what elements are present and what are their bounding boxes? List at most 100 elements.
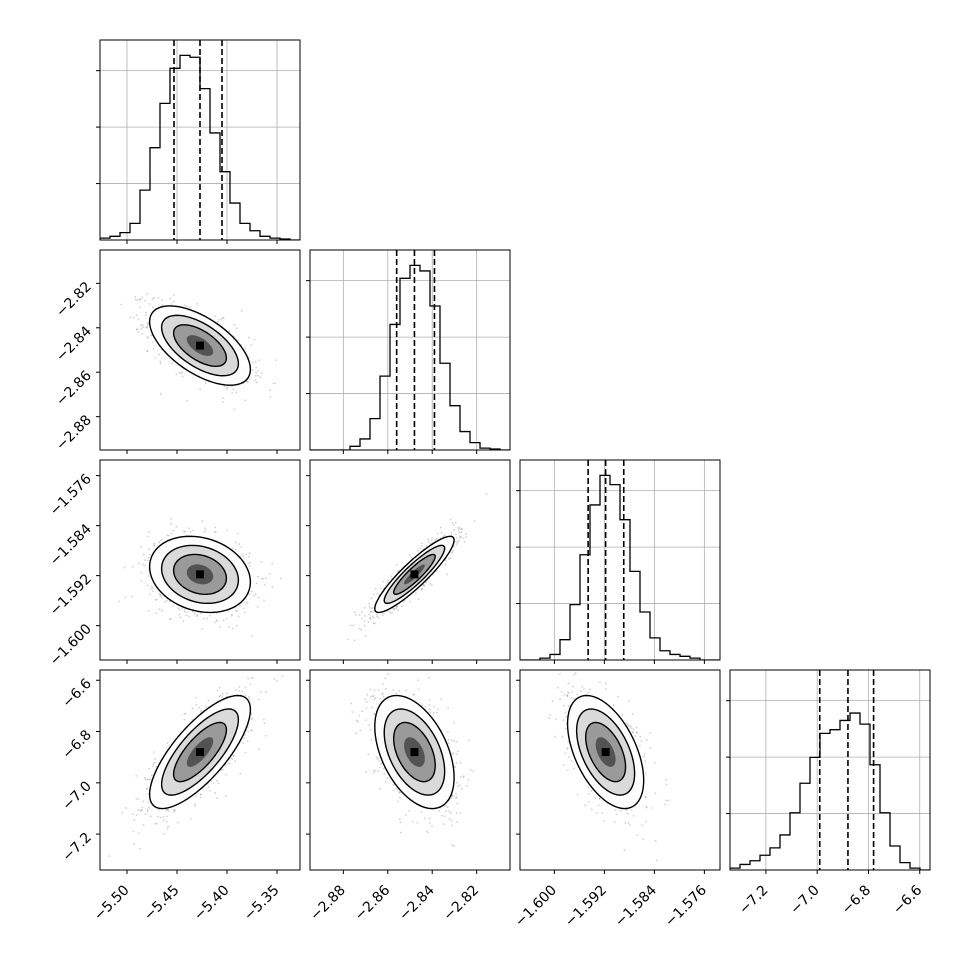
scatter-point [220, 318, 223, 321]
scatter-point [250, 343, 253, 346]
scatter-point [450, 819, 453, 822]
scatter-point [239, 604, 241, 607]
scatter-point [221, 692, 224, 695]
scatter-point [231, 613, 234, 616]
histogram-step [520, 474, 720, 660]
scatter-point [451, 552, 453, 554]
scatter-point [146, 336, 149, 339]
scatter-point [369, 617, 371, 619]
scatter-point [198, 706, 200, 709]
scatter-point [248, 695, 250, 698]
scatter-point [174, 809, 176, 812]
scatter-point [426, 830, 429, 832]
scatter-point [429, 711, 432, 714]
scatter-point [454, 521, 457, 524]
scatter-point [248, 565, 251, 568]
scatter-point [160, 392, 162, 395]
scatter-point [401, 605, 403, 608]
scatter-point [381, 682, 384, 685]
scatter-point [257, 374, 259, 377]
scatter-point [456, 740, 458, 743]
scatter-point [367, 621, 370, 624]
panel-frame [99, 39, 301, 241]
scatter-point [153, 544, 156, 547]
scatter-point [361, 710, 364, 713]
scatter-point [167, 825, 170, 828]
scatter-point [141, 332, 144, 335]
scatter-point [447, 738, 450, 741]
scatter-point [141, 326, 144, 329]
scatter-point [393, 608, 395, 611]
scatter-point [249, 561, 252, 564]
scatter-point [184, 530, 187, 533]
scatter-point [209, 614, 211, 617]
scatter-point [396, 570, 399, 573]
scatter-point [455, 536, 458, 539]
scatter-point [159, 594, 162, 597]
panel-frame [309, 249, 511, 451]
scatter-point [227, 626, 230, 628]
scatter-point [440, 698, 442, 701]
scatter-point [365, 770, 368, 773]
scatter-point [161, 609, 164, 612]
scatter-point [118, 600, 120, 603]
scatter-point [136, 299, 139, 302]
scatter-point [368, 613, 371, 616]
scatter-point [384, 677, 387, 680]
scatter-point [142, 323, 144, 326]
scatter-point [255, 371, 257, 374]
scatter-point [150, 585, 153, 588]
scatter-point [214, 531, 217, 534]
panel-frame [99, 459, 301, 661]
scatter-point [214, 792, 216, 794]
scatter-point [151, 589, 154, 592]
scatter-point [462, 776, 465, 779]
scatter-point [153, 542, 155, 545]
scatter-point [245, 380, 248, 383]
scatter-point [455, 533, 457, 536]
scatter-point [235, 610, 237, 613]
scatter-point [392, 689, 395, 691]
scatter-point [382, 580, 385, 583]
scatter-point [242, 742, 245, 744]
scatter-point [154, 598, 157, 601]
scatter-point [172, 605, 174, 607]
scatter-point [372, 611, 374, 613]
scatter-point [260, 372, 263, 375]
panels-layer: −2.88−2.86−2.84−2.82−1.600−1.592−1.584−1… [47, 39, 931, 930]
scatter-point [247, 730, 250, 733]
scatter-point [148, 531, 151, 534]
scatter-point [396, 800, 399, 803]
scatter-point [185, 614, 188, 617]
scatter-point [195, 615, 198, 617]
y-tick-label: −1.592 [47, 571, 95, 619]
scatter-point [235, 327, 238, 330]
scatter-point [137, 330, 140, 333]
scatter-point [242, 607, 245, 610]
scatter-point [428, 699, 431, 702]
y-tick-label: −1.600 [47, 621, 95, 669]
scatter-point [203, 530, 206, 533]
scatter-point [146, 323, 149, 326]
scatter-point [378, 787, 381, 790]
scatter-point [175, 525, 178, 528]
scatter-point [398, 791, 401, 794]
scatter-point [353, 611, 356, 613]
scatter-point [166, 815, 168, 818]
scatter-point [225, 773, 227, 776]
scatter-point [238, 690, 241, 692]
scatter-point [158, 592, 161, 595]
scatter-point [183, 530, 185, 533]
scatter-point [452, 524, 455, 526]
scatter-point [235, 624, 238, 627]
scatter-point [235, 391, 238, 394]
scatter-point [207, 786, 210, 789]
scatter-point [123, 566, 126, 569]
scatter-point [355, 732, 357, 734]
scatter-point [137, 798, 140, 801]
scatter-point [166, 808, 169, 811]
scatter-point [269, 395, 272, 398]
scatter-point [244, 347, 247, 350]
scatter-point [433, 705, 435, 708]
scatter-point [397, 609, 400, 612]
